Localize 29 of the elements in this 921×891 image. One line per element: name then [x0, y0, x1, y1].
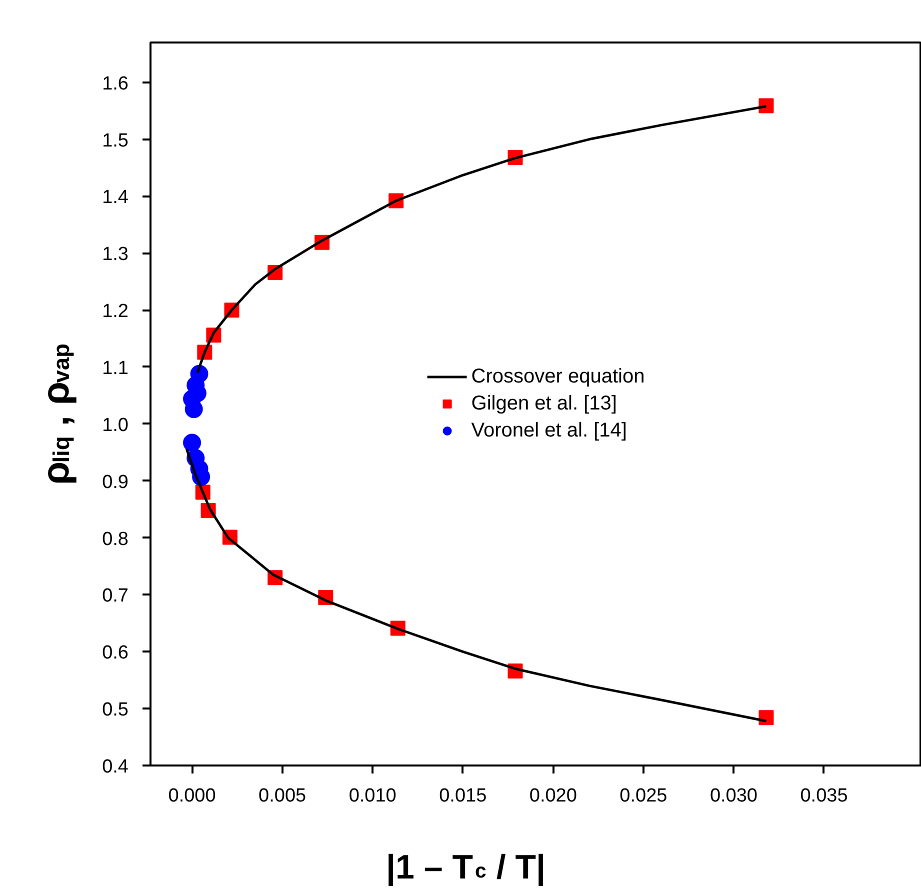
y-tick-label: 0.4 [102, 756, 129, 778]
point [183, 434, 202, 452]
y-tick-label: 1.6 [102, 73, 129, 94]
x-axis-title: |1 – Tc / T| [386, 848, 546, 886]
y-tick-label: 1.5 [102, 130, 129, 152]
y-tick-label: 1.0 [102, 414, 129, 436]
x-tick-label: 0.015 [439, 786, 487, 806]
y-tick-label: 0.5 [102, 700, 129, 721]
x-tick-label: 0.000 [168, 786, 216, 806]
y-tick-label: 0.7 [102, 586, 129, 607]
y-tick-label: 1.1 [102, 358, 129, 379]
x-tick-label: 0.030 [710, 786, 758, 806]
x-tick-label: 0.035 [800, 786, 848, 806]
point [758, 98, 774, 114]
x-tick-label: 0.020 [529, 786, 577, 806]
point [758, 710, 774, 726]
y-tick-label: 0.9 [102, 472, 129, 493]
legend-label: Voronel et al. [14] [471, 419, 627, 442]
y-tick-label: 1.4 [102, 187, 129, 208]
legend-label: Crossover equation [471, 365, 645, 388]
x-tick-label: 0.010 [348, 786, 396, 806]
y-tick-label: 0.8 [102, 528, 129, 550]
y-tick-label: 1.3 [102, 244, 129, 266]
x-tick-label: 0.005 [258, 786, 306, 806]
y-tick-label: 0.6 [102, 642, 129, 664]
y-tick-label: 1.2 [102, 301, 129, 322]
y-axis-title: ρliq , ρvap [36, 344, 78, 485]
x-tick-label: 0.025 [620, 786, 668, 806]
legend-label: Gilgen et al. [13] [471, 392, 617, 415]
